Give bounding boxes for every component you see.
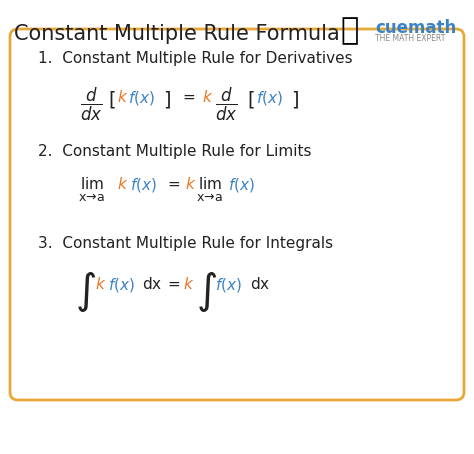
Text: $\int$: $\int$ [75, 269, 96, 314]
Text: $\mathrm{dx}$: $\mathrm{dx}$ [250, 276, 270, 292]
Text: $\dfrac{d}{dx}$: $\dfrac{d}{dx}$ [80, 86, 102, 123]
Text: $=$: $=$ [165, 176, 181, 191]
Text: $\mathrm{dx}$: $\mathrm{dx}$ [142, 276, 162, 292]
Text: $\mathit{f(x)}$: $\mathit{f(x)}$ [215, 276, 242, 294]
Text: Constant Multiple Rule Formula: Constant Multiple Rule Formula [14, 24, 340, 44]
Text: 3.  Constant Multiple Rule for Integrals: 3. Constant Multiple Rule for Integrals [38, 236, 333, 251]
Text: $\mathit{k}$: $\mathit{k}$ [185, 176, 196, 192]
Text: $\mathit{k}$: $\mathit{k}$ [183, 276, 194, 292]
Text: $\mathit{f(x)}$: $\mathit{f(x)}$ [130, 176, 157, 194]
Text: cuemath: cuemath [375, 19, 456, 37]
Text: $\mathit{k}$: $\mathit{k}$ [202, 89, 213, 105]
Text: 2.  Constant Multiple Rule for Limits: 2. Constant Multiple Rule for Limits [38, 144, 311, 159]
Text: $=$: $=$ [165, 276, 181, 291]
Text: $\mathit{k}$: $\mathit{k}$ [117, 89, 128, 105]
Text: $\int$: $\int$ [196, 269, 217, 314]
Text: 1.  Constant Multiple Rule for Derivatives: 1. Constant Multiple Rule for Derivative… [38, 51, 353, 66]
Text: $]$: $]$ [291, 89, 299, 110]
Text: $[$: $[$ [247, 89, 255, 110]
Text: $\mathit{k}$: $\mathit{k}$ [95, 276, 106, 292]
Text: $\dfrac{d}{dx}$: $\dfrac{d}{dx}$ [215, 86, 237, 123]
Text: $]$: $]$ [163, 89, 171, 110]
Text: $\mathit{f(x)}$: $\mathit{f(x)}$ [128, 89, 155, 107]
FancyBboxPatch shape [10, 29, 464, 400]
Text: $\mathrm{lim}$: $\mathrm{lim}$ [80, 176, 104, 192]
Text: $[$: $[$ [108, 89, 116, 110]
Text: $\mathit{k}$: $\mathit{k}$ [117, 176, 128, 192]
Text: $\mathit{f(x)}$: $\mathit{f(x)}$ [108, 276, 135, 294]
Text: $\mathit{f(x)}$: $\mathit{f(x)}$ [256, 89, 283, 107]
Text: $\mathit{f(x)}$: $\mathit{f(x)}$ [228, 176, 255, 194]
Text: $\mathrm{lim}$: $\mathrm{lim}$ [198, 176, 222, 192]
Text: THE MATH EXPERT: THE MATH EXPERT [375, 34, 446, 43]
Text: 🚀: 🚀 [340, 16, 358, 45]
Text: $=$: $=$ [180, 89, 196, 104]
Text: $\mathrm{x\!\rightarrow\!a}$: $\mathrm{x\!\rightarrow\!a}$ [78, 191, 105, 204]
Text: $\mathrm{x\!\rightarrow\!a}$: $\mathrm{x\!\rightarrow\!a}$ [196, 191, 223, 204]
